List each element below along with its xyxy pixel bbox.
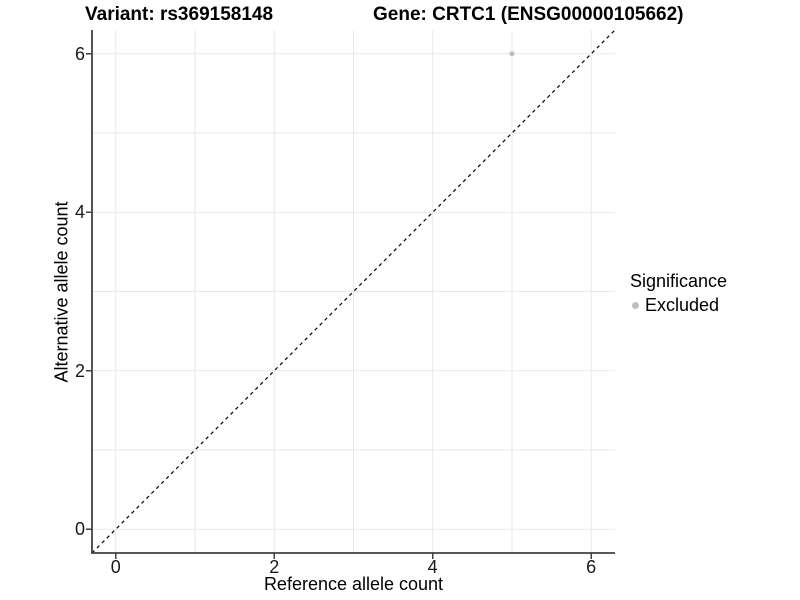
legend: Significance Excluded [630,271,727,316]
x-tick-label: 2 [269,557,280,577]
x-tick-label: 0 [110,557,121,577]
y-tick-label: 6 [74,43,85,64]
data-point [509,51,515,57]
identity-dashed-line [91,29,616,554]
legend-key-dot-icon [632,302,639,309]
y-tick-label: 4 [74,202,85,223]
plot-title-variant: Variant: rs369158148 [85,4,274,25]
legend-title: Significance [630,271,728,291]
x-axis-title: Reference allele count [263,574,444,594]
legend-entry-label: Excluded [645,295,720,315]
plot-title-gene: Gene: CRTC1 (ENSG00000105662) [373,4,684,25]
y-tick-label: 0 [74,519,85,540]
y-tick-label: 2 [74,360,85,381]
legend-entry-excluded: Excluded [632,295,727,316]
x-tick-label: 4 [427,557,438,577]
y-axis-title: Alternative allele count [51,201,72,383]
x-tick-label: 6 [586,557,597,577]
